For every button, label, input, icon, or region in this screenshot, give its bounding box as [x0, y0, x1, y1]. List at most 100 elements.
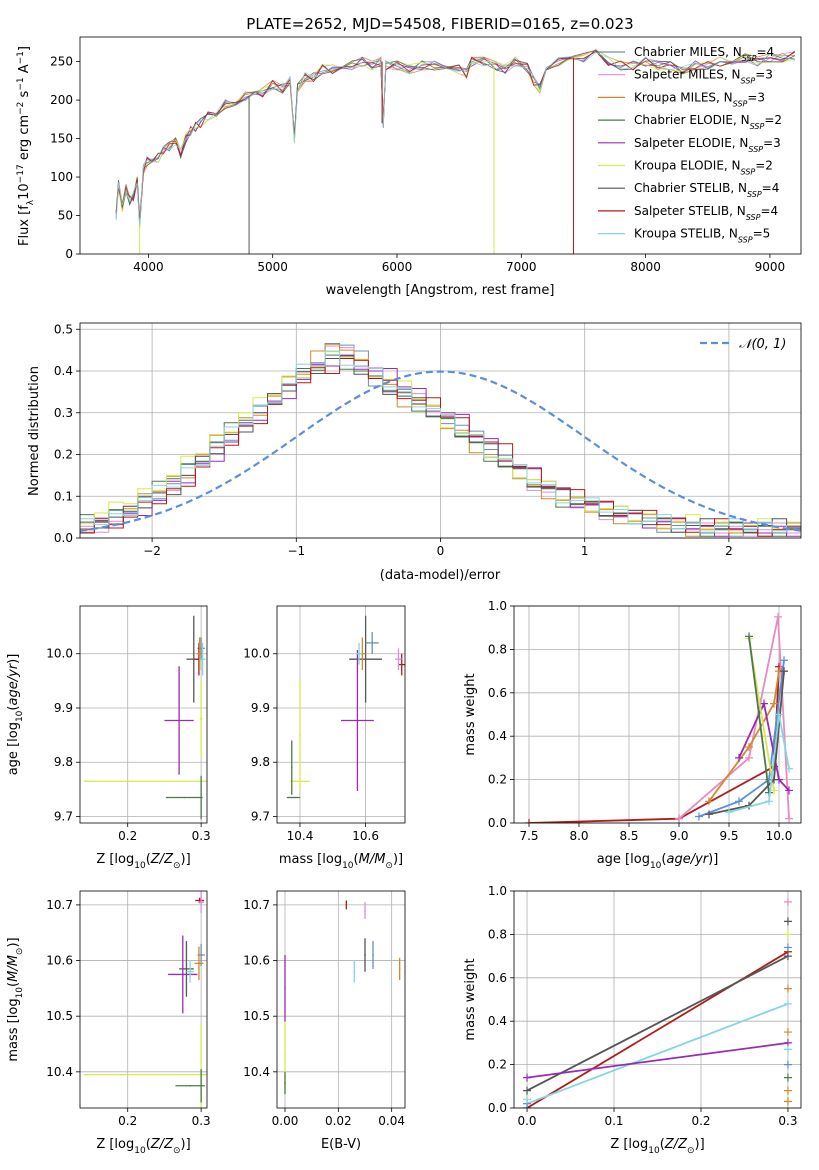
age-vs-metallicity-panel: 0.2 0.39.79.89.910.0Z [log10(Z/Z⊙)]age [l… [6, 605, 211, 871]
y-axis-label-part: 10 [15, 987, 25, 999]
y-tick-label: 0.4 [488, 729, 507, 743]
data-point [364, 658, 367, 660]
legend-label-part: Chabrier ELODIE, N [634, 113, 750, 127]
legend-label-part: Kroupa MILES, N [634, 90, 733, 104]
x-tick-label: −1 [287, 544, 305, 558]
legend-label-part: Chabrier STELIB, N [634, 181, 747, 195]
x-tick-label: 0.2 [691, 1114, 710, 1128]
x-tick-label: 0.0 [517, 1114, 536, 1128]
legend-label: Salpeter ELODIE, NSSP=3 [634, 136, 781, 154]
x-tick-label: 10.4 [287, 829, 314, 843]
plus-marker [523, 1095, 532, 1104]
y-tick-label: 10.6 [243, 954, 270, 968]
y-axis-label-part: M/M [6, 955, 21, 982]
mass-weight-line [708, 670, 780, 802]
data-point [198, 962, 200, 965]
gaussian-curve [80, 370, 801, 532]
plus-marker [695, 812, 703, 821]
y-tick-label: 10.4 [46, 1065, 73, 1079]
plus-marker [775, 710, 783, 719]
y-axis-label-part: 10 [15, 710, 25, 722]
spectrum-line [115, 50, 796, 223]
legend-label-part: =3 [755, 68, 773, 82]
x-axis-label-part: E(B-V) [321, 1137, 361, 1152]
plus-marker [745, 632, 753, 641]
x-axis-label: Z [log10(Z/Z⊙)] [96, 1137, 190, 1156]
y-tick-label: 200 [50, 93, 73, 107]
legend-label-part: SSP [741, 76, 756, 85]
spectrum-panel: 4000 5000 6000 7000 8000 9000 0 50 100 150 200 250 w… [16, 36, 802, 298]
legend-label-part: Salpeter MILES, N [634, 68, 741, 82]
data-point [200, 796, 202, 799]
y-axis-label: age [log10(age/yr)] [6, 654, 25, 776]
y-tick-label: 0.6 [488, 971, 507, 985]
legend-label: Chabrier ELODIE, NSSP=2 [634, 113, 782, 131]
x-axis-label-part: ( [660, 1137, 665, 1152]
legend-label-part: =2 [755, 159, 773, 173]
y-tick-label: 10.0 [243, 647, 270, 661]
y-axis-label: Normed distribution [27, 366, 42, 496]
plus-marker [783, 917, 792, 926]
legend-label-part: SSP [748, 144, 763, 153]
axes-frame [513, 890, 802, 1109]
y-tick-label: 10.5 [46, 1009, 73, 1023]
mass-weight-line [526, 951, 789, 1108]
histogram-step [80, 358, 801, 537]
plus-marker [785, 786, 793, 795]
plus-marker [783, 952, 792, 961]
plus-marker [783, 984, 792, 993]
y-tick-label: 50 [58, 209, 73, 223]
y-axis-label-part: −1 [16, 77, 26, 90]
legend-label-part: Chabrier MILES, N [634, 45, 742, 59]
y-tick-label: 9.7 [54, 809, 73, 823]
data-point [364, 954, 366, 956]
legend-label-part: =3 [747, 90, 765, 104]
legend-label-part: SSP [741, 167, 756, 176]
legend-label-part: =2 [764, 113, 782, 127]
legend-label: Kroupa MILES, NSSP=3 [634, 90, 765, 108]
clipped-group [80, 343, 801, 537]
data-point [200, 718, 202, 720]
y-tick-label: 9.8 [251, 755, 270, 769]
x-tick-label: 2 [725, 544, 733, 558]
data-point [200, 954, 202, 956]
legend-label-part: SSP [746, 212, 761, 221]
y-axis-label-part: Flux [f [17, 205, 32, 246]
data-point [299, 780, 301, 783]
data-point [201, 658, 204, 660]
age-vs-mass-panel: 10.4 10.6 9.7 9.8 9.9 10.0 mass [log10(M/M⊙)] [243, 605, 406, 871]
x-tick-label: 0.2 [118, 829, 137, 843]
plus-marker [785, 814, 793, 823]
legend-label-part: =3 [763, 136, 781, 150]
y-tick-label: 0.4 [54, 364, 73, 378]
y-tick-label: 0.8 [488, 927, 507, 941]
y-axis-label-part: λ [26, 199, 36, 205]
x-axis-label-part: ( [146, 1137, 151, 1152]
y-tick-label: 0.3 [54, 406, 73, 420]
axes-frame [276, 890, 406, 1109]
clipped-group [115, 48, 796, 254]
legend-label-part: =4 [762, 181, 780, 195]
x-axis-label: (data-model)/error [380, 568, 501, 583]
histogram-step [80, 355, 801, 533]
clipped-group [523, 897, 792, 1108]
plus-marker [705, 797, 713, 806]
y-axis-label-part: erg cm [17, 115, 32, 164]
x-axis-label-part: )] [181, 1137, 191, 1152]
plus-marker [783, 1060, 792, 1069]
plus-marker [523, 1073, 532, 1082]
x-tick-label: 0 [437, 544, 445, 558]
mass-weight-line [526, 1002, 789, 1105]
x-axis-label: Z [log10(Z/Z⊙)] [96, 852, 190, 871]
x-axis-label-part: ⊙ [173, 861, 181, 871]
plus-marker [745, 753, 753, 762]
y-tick-label: 9.8 [54, 755, 73, 769]
legend-label-part: Salpeter STELIB, N [634, 204, 746, 218]
legend-label-part: SSP [738, 235, 753, 244]
plus-marker [675, 814, 683, 823]
x-tick-label: 5000 [257, 260, 288, 274]
x-axis-label-part: Z/Z [664, 1137, 688, 1152]
y-axis-label-part: mass [log [6, 998, 21, 1061]
y-tick-label: 0.0 [488, 816, 507, 830]
